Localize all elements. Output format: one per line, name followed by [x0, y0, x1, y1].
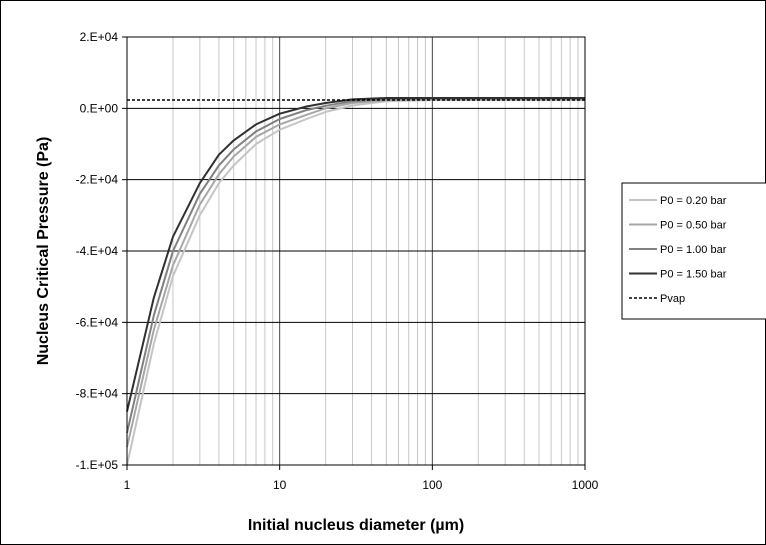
y-tick-label: -2.E+04: [76, 173, 119, 187]
y-tick-label: 2.E+04: [80, 30, 119, 44]
legend-label: P0 = 1.00 bar: [660, 244, 727, 256]
legend: P0 = 0.20 bar P0 = 0.50 bar P0 = 1.00 bar P…: [621, 182, 766, 320]
legend-label: P0 = 1.50 bar: [660, 269, 727, 281]
legend-label: P0 = 0.50 bar: [660, 220, 727, 232]
y-tick-label: -4.E+04: [76, 244, 119, 258]
y-tick-label: -8.E+04: [76, 387, 119, 401]
legend-label: Pvap: [660, 293, 685, 305]
tick-labels: 2.E+04 0.E+00 -2.E+04 -4.E+04 -6.E+04 -8.E+04…: [76, 30, 599, 492]
series-line-4: [126, 97, 585, 412]
y-tick-label: -1.E+05: [76, 458, 119, 472]
legend-label: P0 = 0.20 bar: [660, 195, 727, 207]
x-tick-label: 1000: [572, 478, 599, 492]
x-tick-label: 1: [124, 478, 131, 492]
y-tick-label: -6.E+04: [76, 315, 119, 329]
x-tick-label: 10: [273, 478, 287, 492]
legend-box: [621, 182, 766, 320]
x-axis-title: Initial nucleus diameter (µm): [248, 517, 464, 534]
y-axis-title: Nucleus Critical Pressure (Pa): [35, 137, 52, 366]
series-layer: [126, 97, 585, 466]
y-tick-label: 0.E+00: [80, 101, 119, 115]
x-tick-label: 100: [422, 478, 442, 492]
